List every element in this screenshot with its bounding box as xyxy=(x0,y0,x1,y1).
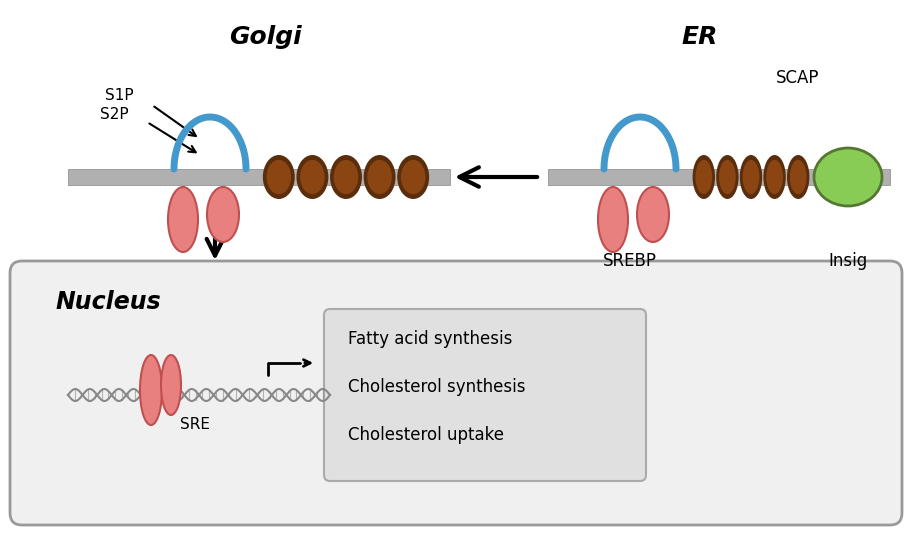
Ellipse shape xyxy=(764,159,783,195)
Text: Fatty acid synthesis: Fatty acid synthesis xyxy=(348,330,512,348)
Ellipse shape xyxy=(333,159,359,195)
Text: Cholesterol synthesis: Cholesterol synthesis xyxy=(348,378,525,396)
Ellipse shape xyxy=(814,148,881,206)
Ellipse shape xyxy=(400,159,425,195)
Bar xyxy=(68,169,449,185)
Ellipse shape xyxy=(330,155,362,199)
Text: S2P: S2P xyxy=(100,106,128,121)
Ellipse shape xyxy=(262,155,294,199)
Text: SRE: SRE xyxy=(179,417,210,432)
Text: Golgi: Golgi xyxy=(229,25,301,49)
Ellipse shape xyxy=(168,187,198,252)
Text: S1P: S1P xyxy=(105,88,134,103)
Ellipse shape xyxy=(397,155,429,199)
Ellipse shape xyxy=(207,187,239,242)
Ellipse shape xyxy=(161,355,180,415)
FancyBboxPatch shape xyxy=(323,309,645,481)
Ellipse shape xyxy=(763,155,785,199)
Ellipse shape xyxy=(299,159,325,195)
Ellipse shape xyxy=(140,355,162,425)
Ellipse shape xyxy=(715,155,738,199)
Bar xyxy=(548,169,889,185)
Text: Cholesterol uptake: Cholesterol uptake xyxy=(348,426,504,444)
Ellipse shape xyxy=(739,155,762,199)
Ellipse shape xyxy=(691,155,714,199)
Text: SREBP: SREBP xyxy=(602,252,656,270)
Ellipse shape xyxy=(296,155,328,199)
Ellipse shape xyxy=(265,159,292,195)
Text: Nucleus: Nucleus xyxy=(55,290,160,314)
Ellipse shape xyxy=(694,159,712,195)
Text: ER: ER xyxy=(681,25,717,49)
Ellipse shape xyxy=(788,159,806,195)
Ellipse shape xyxy=(598,187,628,252)
Ellipse shape xyxy=(717,159,736,195)
Ellipse shape xyxy=(363,155,395,199)
Text: Insig: Insig xyxy=(827,252,866,270)
Ellipse shape xyxy=(366,159,393,195)
Ellipse shape xyxy=(636,187,669,242)
FancyBboxPatch shape xyxy=(10,261,901,525)
Ellipse shape xyxy=(741,159,760,195)
Text: SCAP: SCAP xyxy=(775,69,819,87)
Ellipse shape xyxy=(786,155,809,199)
